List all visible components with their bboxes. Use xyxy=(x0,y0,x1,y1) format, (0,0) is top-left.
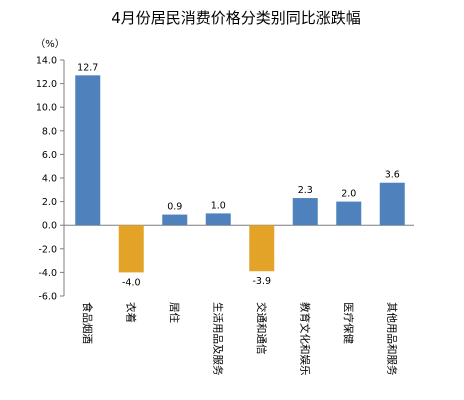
category-label: 居住 xyxy=(168,302,181,323)
y-tick-label: 2.0 xyxy=(42,197,57,208)
bar xyxy=(379,182,405,226)
bar xyxy=(118,225,144,273)
data-labels: 12.7 -4.0 0.9 1.0 -3.9 2.3 2.0 3.6 xyxy=(77,62,400,288)
data-label: 0.9 xyxy=(167,202,182,213)
category-labels: 食品烟酒 衣着 居住 生活用品及服务 交通和通信 教育文化和娱乐 医疗保健 其他用品和服务 xyxy=(81,302,399,376)
y-tick-label: -6.0 xyxy=(38,292,57,303)
data-label: 2.0 xyxy=(341,189,356,200)
y-tick-label: 12.0 xyxy=(36,79,57,90)
bar xyxy=(205,213,231,226)
category-label: 交通和通信 xyxy=(255,302,268,355)
y-tick-label: 4.0 xyxy=(42,174,57,185)
data-label: 3.6 xyxy=(385,170,400,181)
category-label: 其他用品和服务 xyxy=(386,302,399,376)
bar xyxy=(336,201,362,226)
category-label: 医疗保健 xyxy=(342,302,355,344)
y-tick-label: 6.0 xyxy=(42,150,57,161)
category-label: 食品烟酒 xyxy=(81,302,94,344)
category-label: 衣着 xyxy=(125,302,138,323)
bar xyxy=(249,225,275,272)
bar xyxy=(162,214,188,226)
y-tick-label: 8.0 xyxy=(42,126,57,137)
y-axis-unit-label: （%） xyxy=(35,38,65,50)
category-label: 生活用品及服务 xyxy=(212,302,225,376)
bars xyxy=(75,75,405,273)
y-tick-label: 14.0 xyxy=(36,56,57,67)
data-label: 12.7 xyxy=(77,62,98,73)
y-tick-label: 10.0 xyxy=(36,103,57,114)
y-axis-ticks: 14.0 12.0 10.0 8.0 6.0 4.0 2.0 0.0 -2.0 -4.0 -6.0 xyxy=(36,56,64,303)
bar xyxy=(75,75,101,226)
data-label: -4.0 xyxy=(122,277,141,288)
category-label: 教育文化和娱乐 xyxy=(299,302,312,376)
y-tick-label: -4.0 xyxy=(38,268,57,279)
y-tick-label: 0.0 xyxy=(42,221,57,232)
data-label: 2.3 xyxy=(298,185,313,196)
data-label: -3.9 xyxy=(252,276,271,287)
y-tick-label: -2.0 xyxy=(38,244,57,255)
bar xyxy=(292,198,318,226)
data-label: 1.0 xyxy=(211,200,226,211)
chart-title: 4月份居民消费价格分类别同比涨跌幅 xyxy=(111,9,361,27)
